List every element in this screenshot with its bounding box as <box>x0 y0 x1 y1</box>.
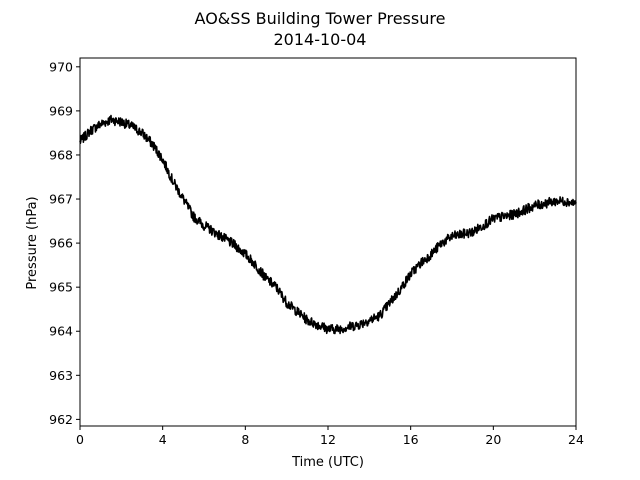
x-tick-label: 4 <box>159 432 167 447</box>
y-tick-label: 970 <box>49 59 73 74</box>
chart-subtitle: 2014-10-04 <box>274 30 367 49</box>
y-tick-label: 965 <box>49 280 73 295</box>
x-tick-label: 0 <box>76 432 84 447</box>
plot-frame <box>79 57 577 427</box>
x-tick-label: 12 <box>320 432 336 447</box>
x-axis-label: Time (UTC) <box>291 455 364 470</box>
x-tick-label: 24 <box>568 432 584 447</box>
x-tick-label: 8 <box>241 432 249 447</box>
x-tick-label: 20 <box>485 432 501 447</box>
y-tick-label: 967 <box>49 192 73 207</box>
y-tick-label: 963 <box>49 368 73 383</box>
y-axis-label: Pressure (hPa) <box>25 196 40 289</box>
y-tick-label: 962 <box>49 412 73 427</box>
y-tick-label: 969 <box>49 103 73 118</box>
series-line-0 <box>79 114 577 335</box>
y-tick-label: 964 <box>49 324 73 339</box>
x-axis: 0 4 8 12 16 20 24 <box>76 426 584 447</box>
y-axis: 962 963 964 965 966 967 968 969 970 <box>49 59 80 427</box>
chart-title: AO&SS Building Tower Pressure <box>195 9 446 28</box>
x-tick-label: 16 <box>403 432 419 447</box>
plot-area <box>79 57 577 427</box>
y-tick-label: 966 <box>49 236 73 251</box>
y-tick-label: 968 <box>49 147 73 162</box>
series-layer <box>79 114 577 335</box>
